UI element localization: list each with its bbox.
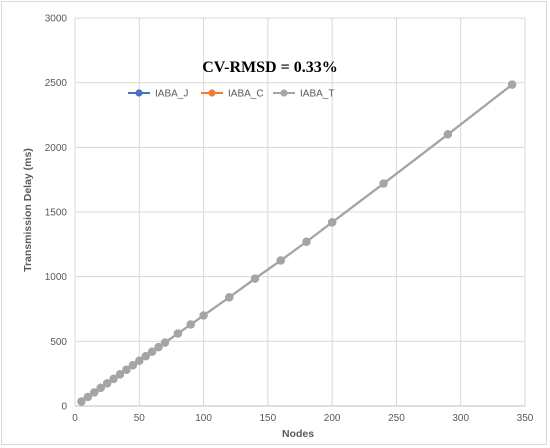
axes: 0 500 1000 1500 2000 2500 3000 0 50 100 150 200 250 3… — [45, 14, 534, 425]
legend: IABA_J IABA_C IABA_T — [128, 89, 334, 100]
data-point — [83, 392, 92, 402]
data-point — [160, 338, 170, 347]
data-point — [109, 374, 118, 383]
legend-item: IABA_T — [273, 89, 334, 100]
x-tick-label: 0 — [72, 413, 78, 424]
data-point — [276, 256, 285, 265]
y-tick-label: 2500 — [45, 78, 68, 89]
data-point — [148, 347, 157, 356]
data-point — [135, 356, 144, 365]
legend-label: IABA_J — [155, 89, 188, 100]
data-point — [443, 130, 452, 139]
data-point — [122, 365, 131, 374]
y-tick-label: 500 — [50, 337, 67, 348]
data-point — [115, 370, 125, 379]
y-tick-label: 1500 — [45, 208, 68, 219]
legend-marker — [208, 89, 216, 97]
x-tick-label: 200 — [324, 413, 341, 424]
data-point — [302, 237, 311, 246]
data-point — [328, 218, 337, 227]
y-tick-label: 2000 — [45, 143, 68, 154]
y-axis-title: Transmission Delay (ms) — [22, 148, 34, 272]
data-point — [225, 293, 234, 302]
legend-item: IABA_C — [201, 89, 264, 100]
legend-item: IABA_J — [128, 89, 188, 100]
legend-marker — [280, 89, 288, 97]
legend-marker — [135, 89, 143, 97]
data-point — [96, 383, 105, 392]
x-tick-label: 150 — [260, 413, 277, 424]
legend-label: IABA_C — [228, 89, 264, 100]
data-point — [90, 388, 99, 397]
y-tick-label: 3000 — [45, 14, 68, 25]
legend-label: IABA_T — [300, 89, 334, 100]
x-tick-label: 50 — [134, 413, 146, 424]
data-point — [154, 343, 163, 352]
series-layer — [77, 80, 517, 406]
x-tick-label: 350 — [517, 413, 534, 424]
cv-rmsd-annotation: CV-RMSD = 0.33% — [202, 59, 337, 76]
data-point — [199, 311, 208, 320]
data-point — [508, 80, 517, 89]
x-tick-label: 250 — [388, 413, 405, 424]
data-point — [103, 379, 112, 388]
x-tick-label: 300 — [452, 413, 469, 424]
y-tick-label: 1000 — [45, 272, 68, 283]
data-point — [379, 179, 388, 188]
gridlines — [74, 17, 526, 407]
series-iaba-t — [77, 80, 517, 406]
y-tick-label: 0 — [61, 402, 67, 413]
data-point — [186, 320, 195, 329]
data-point — [173, 329, 182, 338]
x-tick-label: 100 — [195, 413, 212, 424]
data-point — [141, 352, 150, 361]
data-point — [77, 397, 86, 406]
data-point — [250, 274, 260, 283]
data-point — [128, 361, 137, 370]
x-axis-title: Nodes — [282, 428, 314, 440]
